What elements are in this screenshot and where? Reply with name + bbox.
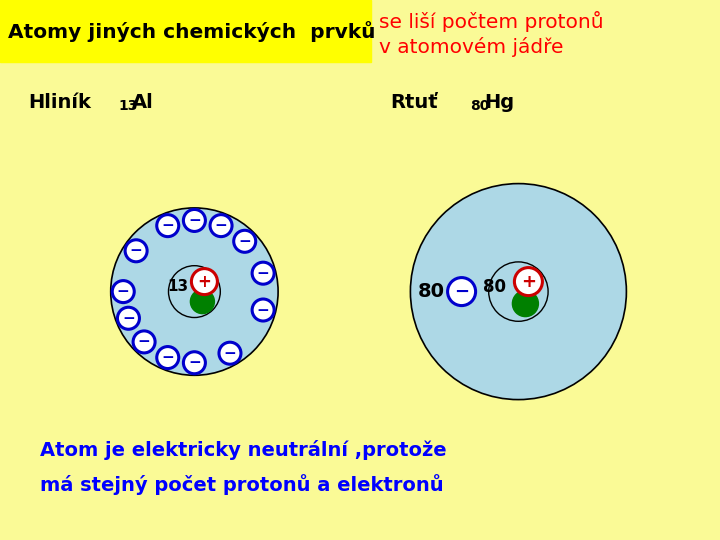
Text: Hg: Hg xyxy=(484,92,514,112)
Circle shape xyxy=(252,299,274,321)
Text: Atom je elektricky neutrální ,protože: Atom je elektricky neutrální ,protože xyxy=(40,440,446,460)
Circle shape xyxy=(190,289,215,314)
Text: 80: 80 xyxy=(470,99,490,113)
Text: −: − xyxy=(257,302,269,318)
Text: se liší počtem protonů: se liší počtem protonů xyxy=(379,11,603,32)
Circle shape xyxy=(125,240,147,262)
Circle shape xyxy=(252,262,274,284)
Circle shape xyxy=(112,281,134,302)
Circle shape xyxy=(410,184,626,400)
Text: −: − xyxy=(161,350,174,365)
Text: −: − xyxy=(238,234,251,249)
Text: −: − xyxy=(188,213,201,228)
Circle shape xyxy=(184,210,205,232)
Text: −: − xyxy=(188,355,201,370)
Text: −: − xyxy=(138,334,150,349)
Text: má stejný počet protonů a elektronů: má stejný počet protonů a elektronů xyxy=(40,475,444,496)
Circle shape xyxy=(448,278,476,306)
Circle shape xyxy=(111,208,278,375)
Circle shape xyxy=(157,214,179,237)
Circle shape xyxy=(513,291,539,316)
Text: −: − xyxy=(215,218,228,233)
Text: −: − xyxy=(130,244,143,258)
Circle shape xyxy=(514,268,542,295)
Text: −: − xyxy=(224,346,236,361)
Text: 13: 13 xyxy=(118,99,138,113)
Text: Atomy jiných chemických  prvků: Atomy jiných chemických prvků xyxy=(8,21,376,42)
Circle shape xyxy=(133,331,155,353)
Text: v atomovém jádře: v atomovém jádře xyxy=(379,37,563,57)
Circle shape xyxy=(157,347,179,369)
Text: Hliník: Hliník xyxy=(28,92,91,112)
Text: 80: 80 xyxy=(418,282,445,301)
Circle shape xyxy=(192,268,217,295)
Text: +: + xyxy=(521,273,536,291)
Text: −: − xyxy=(257,266,269,281)
Circle shape xyxy=(210,214,232,237)
Text: −: − xyxy=(117,284,130,299)
Text: −: − xyxy=(122,310,135,326)
Text: Al: Al xyxy=(132,92,154,112)
Circle shape xyxy=(184,352,205,374)
Circle shape xyxy=(219,342,241,364)
Text: 13: 13 xyxy=(167,279,188,294)
Circle shape xyxy=(117,307,140,329)
Text: −: − xyxy=(161,218,174,233)
Text: Rtuť: Rtuť xyxy=(390,92,438,112)
Text: −: − xyxy=(454,282,469,301)
Text: +: + xyxy=(197,273,212,291)
Text: 80: 80 xyxy=(483,278,506,295)
FancyBboxPatch shape xyxy=(0,0,371,62)
Circle shape xyxy=(234,230,256,252)
